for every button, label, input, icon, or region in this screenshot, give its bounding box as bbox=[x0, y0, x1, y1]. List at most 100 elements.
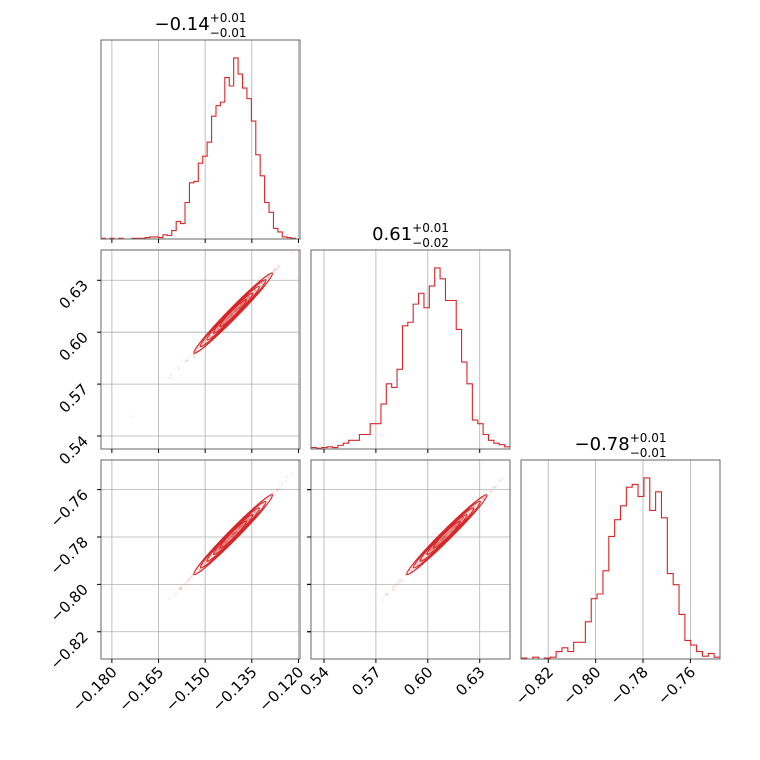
sample-point bbox=[481, 497, 485, 500]
sample-point bbox=[292, 250, 295, 254]
x-tick-label: 0.60 bbox=[400, 663, 436, 699]
sample-point bbox=[229, 535, 232, 539]
sample-point bbox=[234, 531, 238, 534]
sample-point bbox=[454, 525, 457, 528]
scatter-panel-1-0 bbox=[130, 250, 295, 418]
sample-point bbox=[416, 562, 419, 566]
sample-point bbox=[240, 303, 243, 307]
x-tick-label: −0.165 bbox=[115, 663, 167, 715]
sample-point bbox=[492, 486, 495, 489]
sample-point bbox=[233, 310, 236, 313]
sample-point bbox=[230, 313, 233, 316]
sample-point bbox=[234, 529, 238, 532]
sample-point bbox=[261, 504, 264, 507]
sample-point bbox=[202, 342, 205, 346]
sample-point bbox=[230, 312, 233, 315]
sample-point bbox=[254, 289, 257, 292]
sample-point bbox=[253, 511, 256, 514]
histogram-0 bbox=[101, 57, 300, 240]
grid-layer bbox=[101, 40, 691, 659]
title-plus: +0.01 bbox=[630, 431, 667, 445]
sample-point bbox=[225, 539, 228, 542]
sample-point bbox=[186, 359, 189, 362]
sample-point bbox=[446, 532, 449, 535]
sample-point bbox=[205, 340, 208, 343]
sample-point bbox=[253, 290, 257, 293]
sample-point bbox=[414, 563, 418, 567]
sample-point bbox=[255, 509, 258, 512]
sample-point bbox=[435, 543, 438, 546]
scatter-panel-2-1 bbox=[381, 457, 525, 602]
sample-point bbox=[236, 307, 240, 310]
sample-point bbox=[232, 310, 235, 313]
sample-point bbox=[233, 310, 237, 313]
x-tick-label: −0.76 bbox=[654, 663, 699, 708]
sample-point bbox=[225, 541, 228, 544]
sample-point bbox=[267, 276, 270, 279]
sample-point bbox=[184, 361, 187, 364]
sample-point bbox=[273, 268, 276, 271]
sample-point bbox=[523, 457, 525, 459]
sample-point bbox=[178, 587, 181, 591]
sample-point bbox=[443, 535, 447, 539]
contour-level bbox=[412, 500, 481, 569]
sample-point bbox=[188, 578, 191, 581]
sample-point bbox=[232, 533, 235, 536]
sample-point bbox=[222, 543, 225, 546]
sample-point bbox=[444, 536, 447, 539]
sample-point bbox=[490, 490, 493, 493]
sample-point bbox=[227, 317, 230, 320]
sample-point bbox=[261, 502, 264, 506]
sample-point bbox=[392, 589, 395, 592]
sample-point bbox=[202, 563, 205, 567]
sample-point bbox=[448, 531, 452, 535]
sample-point bbox=[223, 541, 227, 544]
sample-point bbox=[253, 512, 256, 515]
sample-point bbox=[449, 528, 452, 531]
sample-point bbox=[223, 541, 227, 544]
sample-point bbox=[230, 312, 233, 315]
histogram-2 bbox=[521, 477, 720, 660]
sample-point bbox=[237, 527, 241, 530]
sample-point bbox=[197, 569, 200, 572]
sample-point bbox=[225, 319, 228, 322]
sample-point bbox=[240, 524, 244, 527]
x-tick-label: −0.135 bbox=[209, 663, 261, 715]
sample-point bbox=[233, 532, 237, 535]
sample-point bbox=[195, 349, 198, 352]
hist-panel-frame-1 bbox=[310, 249, 511, 450]
sample-point bbox=[232, 532, 235, 535]
sample-point bbox=[203, 341, 206, 345]
sample-point bbox=[393, 585, 396, 588]
sample-point bbox=[476, 503, 479, 506]
sample-point bbox=[230, 312, 233, 315]
sample-point bbox=[254, 510, 257, 513]
sample-point bbox=[234, 531, 238, 534]
sample-point bbox=[228, 536, 231, 539]
title-value: −0.14 bbox=[155, 14, 210, 35]
sample-point bbox=[410, 567, 414, 570]
sample-point bbox=[230, 534, 233, 537]
sample-point bbox=[209, 334, 212, 337]
sample-point bbox=[449, 530, 452, 534]
sample-point bbox=[488, 490, 491, 493]
sample-point bbox=[238, 527, 241, 530]
sample-point bbox=[470, 508, 473, 511]
sample-point bbox=[455, 524, 458, 527]
sample-point bbox=[203, 563, 206, 566]
sample-point bbox=[179, 587, 182, 590]
sample-point bbox=[492, 486, 495, 489]
sample-point bbox=[392, 588, 395, 592]
sample-point bbox=[401, 578, 404, 581]
sample-point bbox=[235, 308, 238, 311]
sample-point bbox=[173, 594, 176, 597]
sample-point bbox=[399, 578, 402, 581]
sample-point bbox=[232, 532, 236, 535]
sample-point bbox=[451, 528, 454, 531]
sample-point bbox=[235, 310, 238, 313]
sample-point bbox=[191, 574, 194, 577]
sample-point bbox=[276, 488, 279, 491]
hist-title-0: −0.14+0.01 bbox=[155, 11, 247, 35]
sample-point bbox=[235, 530, 238, 534]
sample-point bbox=[445, 533, 448, 536]
